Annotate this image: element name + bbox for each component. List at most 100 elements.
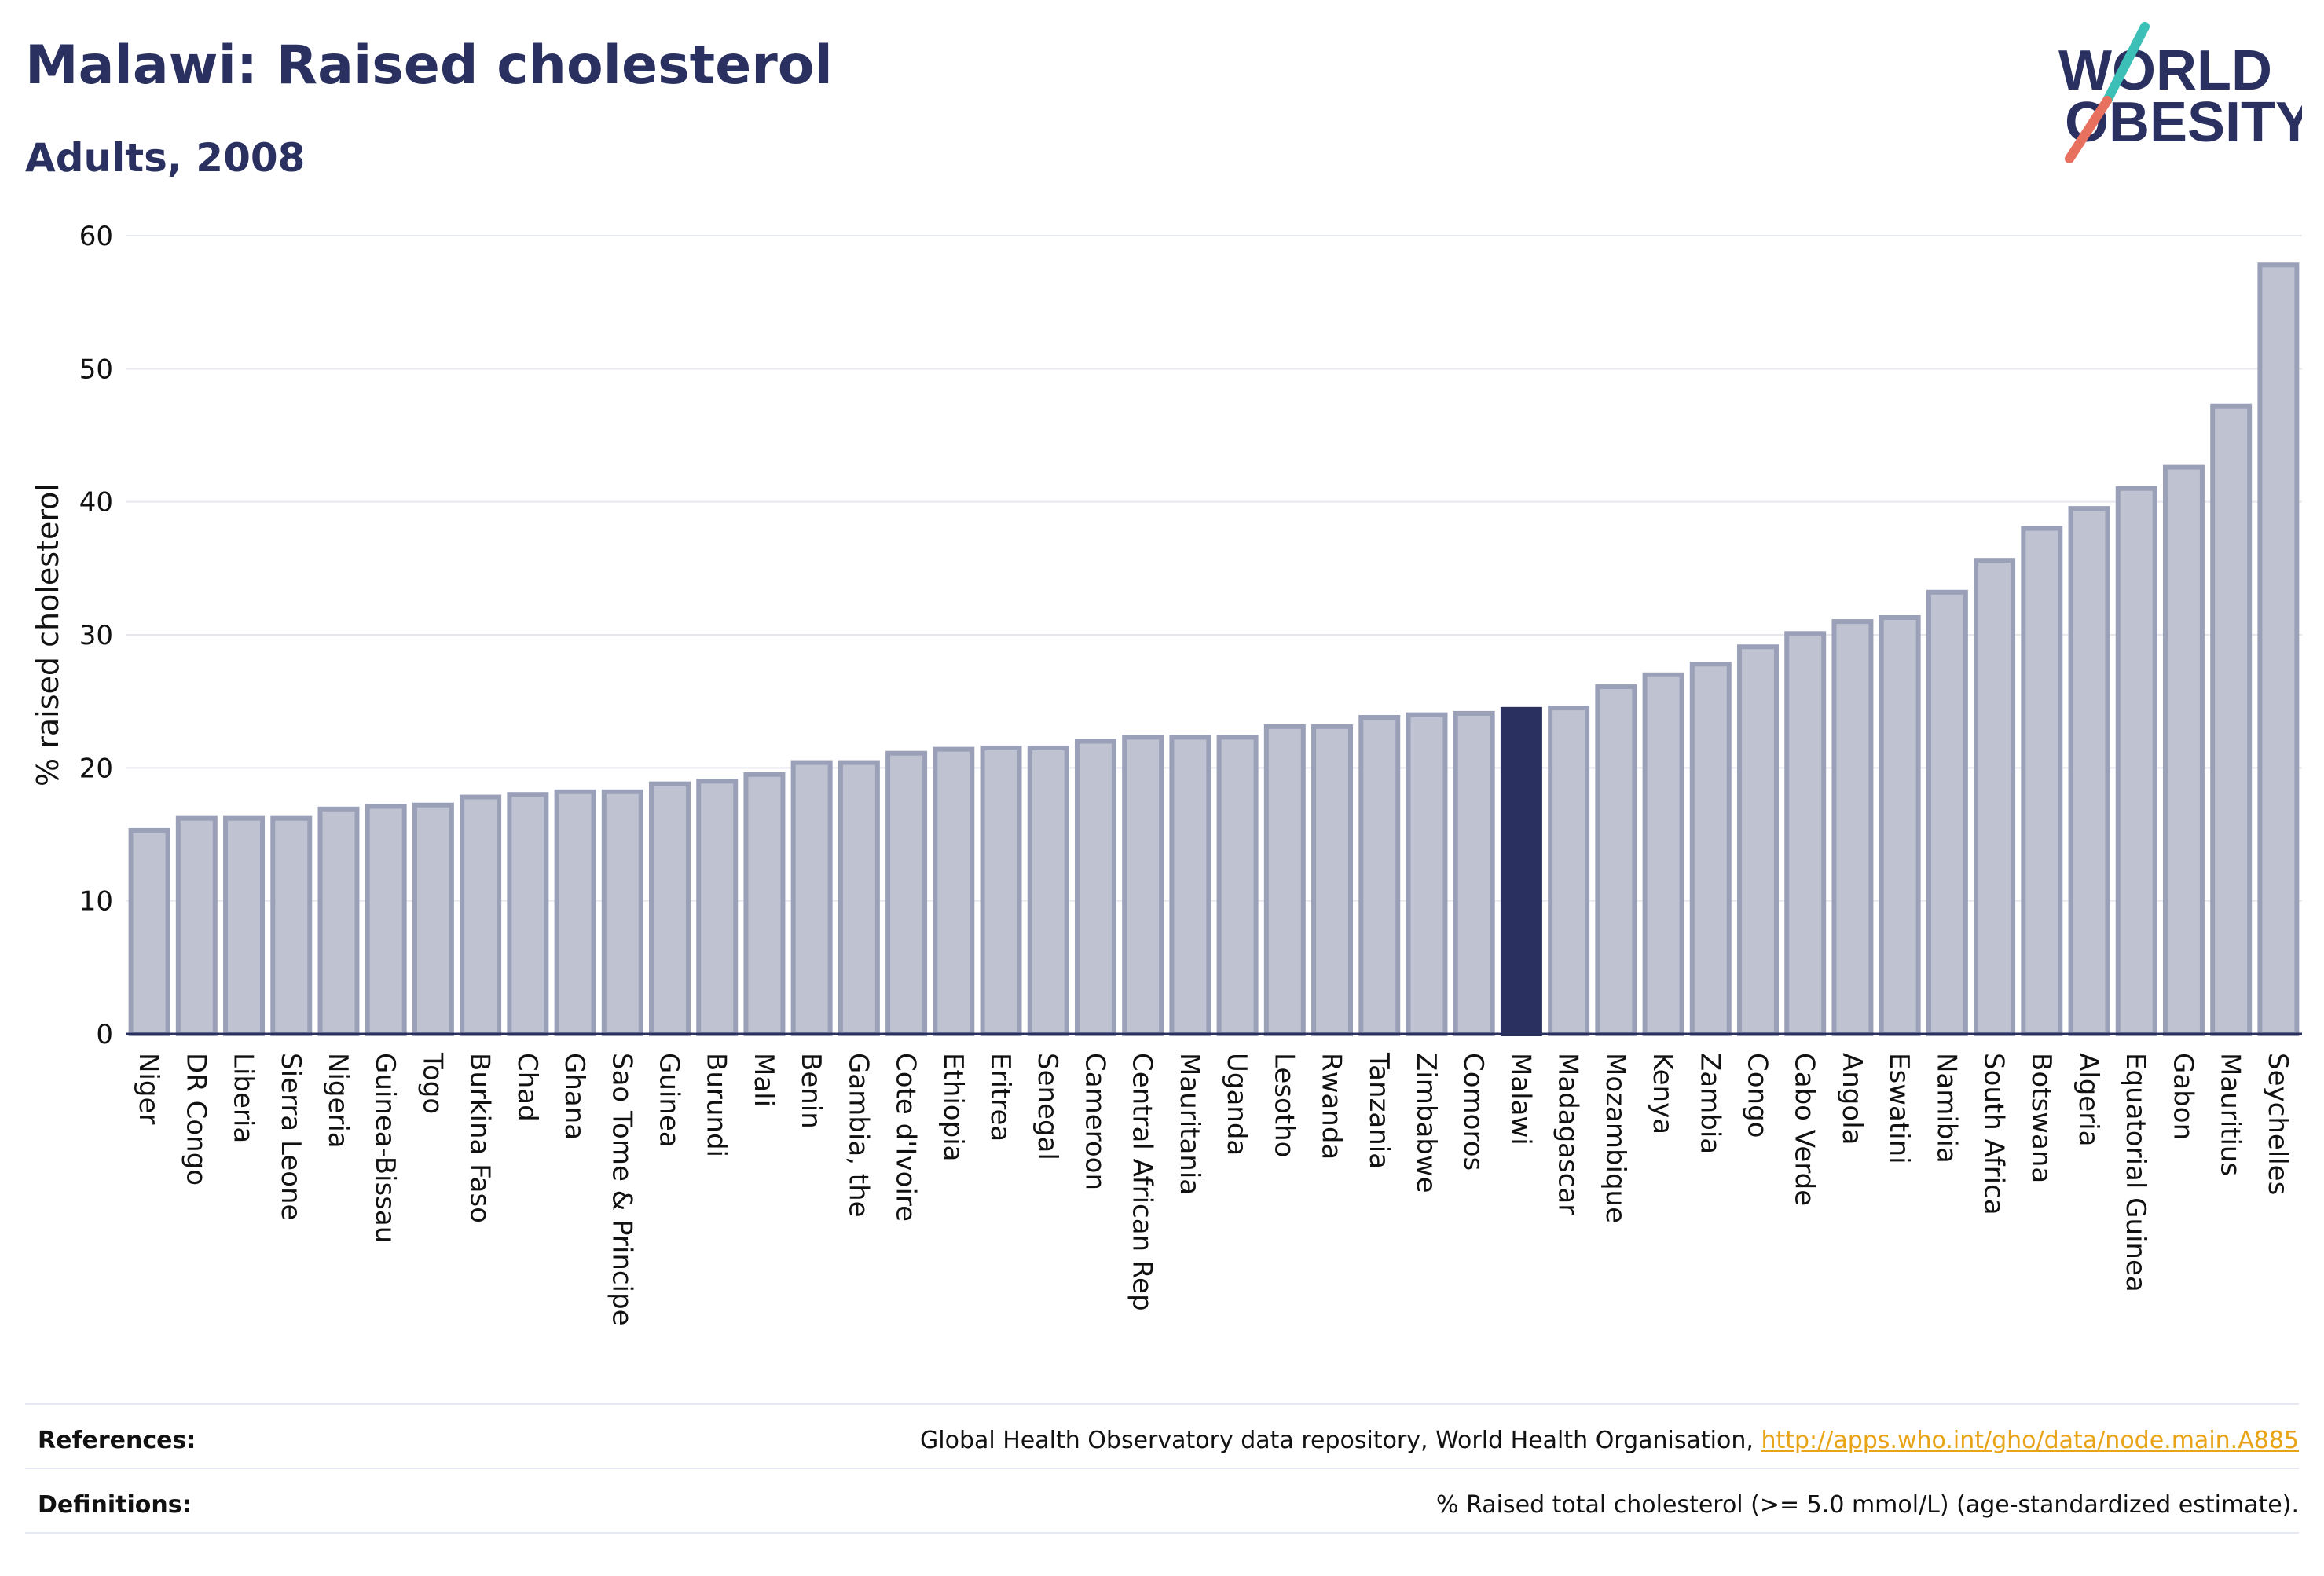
bar-dr-congo: [175, 815, 218, 1037]
bar-south-africa: [1974, 558, 2016, 1036]
x-tick-label: Cote d'Ivoire: [890, 1053, 922, 1222]
bar-botswana: [2021, 526, 2063, 1036]
bar-central-african-rep: [1122, 735, 1164, 1036]
x-tick-label: Malawi: [1505, 1053, 1536, 1145]
world-obesity-logo: WORLD OBESITY: [2058, 22, 2302, 163]
bar-mali: [743, 772, 786, 1036]
chart-title: Malawi: Raised cholesterol: [25, 35, 833, 97]
x-tick-label: Ethiopia: [937, 1053, 969, 1161]
bar-lesotho: [1263, 724, 1306, 1037]
bar-niger: [128, 827, 170, 1037]
x-tick-label: Mali: [748, 1053, 779, 1107]
bar-mauritania: [1169, 735, 1211, 1036]
x-tick-label: Congo: [1742, 1053, 1773, 1138]
x-tick-label: Cabo Verde: [1789, 1053, 1820, 1206]
bar-congo: [1737, 644, 1779, 1036]
bar-cameroon: [1074, 739, 1116, 1036]
references-source: Global Health Observatory data repositor…: [920, 1427, 1761, 1454]
bar-eritrea: [980, 745, 1022, 1037]
x-tick-label: Eritrea: [984, 1053, 1016, 1142]
footer-divider-middle: [25, 1468, 2299, 1469]
y-tick-label: 30: [79, 620, 113, 651]
references-link[interactable]: http://apps.who.int/gho/data/node.main.A…: [1761, 1427, 2299, 1454]
bar-rwanda: [1311, 724, 1354, 1037]
x-tick-label: Guinea: [654, 1053, 685, 1148]
x-tick-label: Sierra Leone: [275, 1053, 306, 1220]
bar-sierra-leone: [270, 815, 313, 1037]
x-tick-label: Benin: [795, 1053, 827, 1129]
x-tick-label: Seychelles: [2262, 1053, 2293, 1195]
bar-zimbabwe: [1406, 712, 1448, 1036]
bar-liberia: [223, 815, 266, 1037]
x-tick-label: Comoros: [1457, 1053, 1489, 1171]
logo-slash-red: [2065, 96, 2112, 163]
bar-mauritius: [2210, 403, 2253, 1036]
footer-divider-bottom: [25, 1532, 2299, 1534]
bar-zambia: [1689, 662, 1732, 1037]
x-tick-label: Botswana: [2025, 1053, 2057, 1183]
x-tick-label: South Africa: [1978, 1053, 2010, 1215]
x-tick-label: Tanzania: [1363, 1052, 1395, 1169]
bar-cabo-verde: [1784, 631, 1827, 1036]
x-tick-label: Niger: [133, 1053, 164, 1124]
x-tick-label: Gambia, the: [842, 1053, 874, 1218]
bar-uganda: [1216, 735, 1259, 1036]
definitions-text: % Raised total cholesterol (>= 5.0 mmol/…: [1436, 1491, 2299, 1519]
x-tick-label: Equatorial Guinea: [2120, 1053, 2151, 1292]
x-tick-label: Eswatini: [1883, 1053, 1915, 1164]
x-tick-label: Mauritius: [2215, 1053, 2246, 1176]
x-tick-label: Zambia: [1694, 1053, 1725, 1154]
x-tick-label: Ghana: [559, 1053, 590, 1140]
x-tick-label: Nigeria: [322, 1053, 354, 1149]
x-tick-label: Liberia: [228, 1053, 259, 1143]
x-tick-label: Uganda: [1221, 1053, 1252, 1156]
x-tick-label: Gabon: [2167, 1053, 2198, 1140]
bar-comoros: [1453, 710, 1495, 1036]
y-tick-label: 40: [79, 487, 113, 519]
x-tick-label: Senegal: [1032, 1053, 1063, 1160]
y-tick-label: 50: [79, 354, 113, 385]
x-tick-label: Zimbabwe: [1410, 1053, 1442, 1193]
bar-chad: [507, 792, 549, 1036]
y-tick-label: 20: [79, 753, 113, 784]
chart-subtitle: Adults, 2008: [25, 135, 306, 181]
bar-madagascar: [1548, 706, 1590, 1037]
x-tick-label: Mauritania: [1174, 1053, 1205, 1195]
bar-tanzania: [1358, 714, 1401, 1037]
bar-gabon: [2162, 464, 2205, 1036]
bar-togo: [412, 802, 454, 1037]
definitions-label: Definitions:: [38, 1491, 192, 1519]
x-tick-label: Namibia: [1930, 1053, 1962, 1164]
y-tick-label: 0: [96, 1019, 113, 1050]
bar-algeria: [2068, 506, 2110, 1036]
bar-seychelles: [2257, 262, 2300, 1036]
x-tick-label: Chad: [511, 1053, 543, 1122]
logo-line-1: WORLD: [2058, 39, 2272, 102]
bar-gambia-the: [838, 760, 880, 1036]
bar-burundi: [696, 779, 739, 1036]
bar-equatorial-guinea: [2115, 486, 2157, 1036]
x-tick-label: Algeria: [2073, 1053, 2104, 1146]
logo-slash-teal: [2102, 22, 2150, 105]
x-tick-label: Sao Tome & Principe: [606, 1053, 637, 1326]
bar-chart: 0 10 20 30 40 50 60 % raised cholesterol Niger DR…: [31, 221, 2302, 1326]
x-tick-label: Guinea-Bissau: [369, 1053, 401, 1243]
x-tick-label: Togo: [416, 1052, 448, 1114]
bar-cote-d-ivoire: [885, 750, 928, 1036]
y-tick-label: 60: [79, 221, 113, 252]
bar-kenya: [1642, 672, 1684, 1036]
y-tick-label: 10: [79, 886, 113, 918]
x-tick-label: Lesotho: [1268, 1053, 1299, 1157]
footer-divider-top: [25, 1403, 2299, 1405]
bar-malawi: [1500, 706, 1542, 1036]
bar-sao-tome-principe: [601, 789, 643, 1037]
x-tick-label: Madagascar: [1552, 1053, 1584, 1215]
bar-guinea-bissau: [365, 804, 407, 1036]
bar-angola: [1831, 619, 1874, 1036]
x-tick-label: Burkina Faso: [464, 1053, 496, 1223]
bar-guinea: [649, 781, 691, 1036]
bar-senegal: [1027, 745, 1069, 1037]
x-tick-label: DR Congo: [180, 1053, 211, 1186]
x-tick-label: Kenya: [1647, 1053, 1678, 1134]
bar-eswatini: [1879, 614, 1921, 1036]
